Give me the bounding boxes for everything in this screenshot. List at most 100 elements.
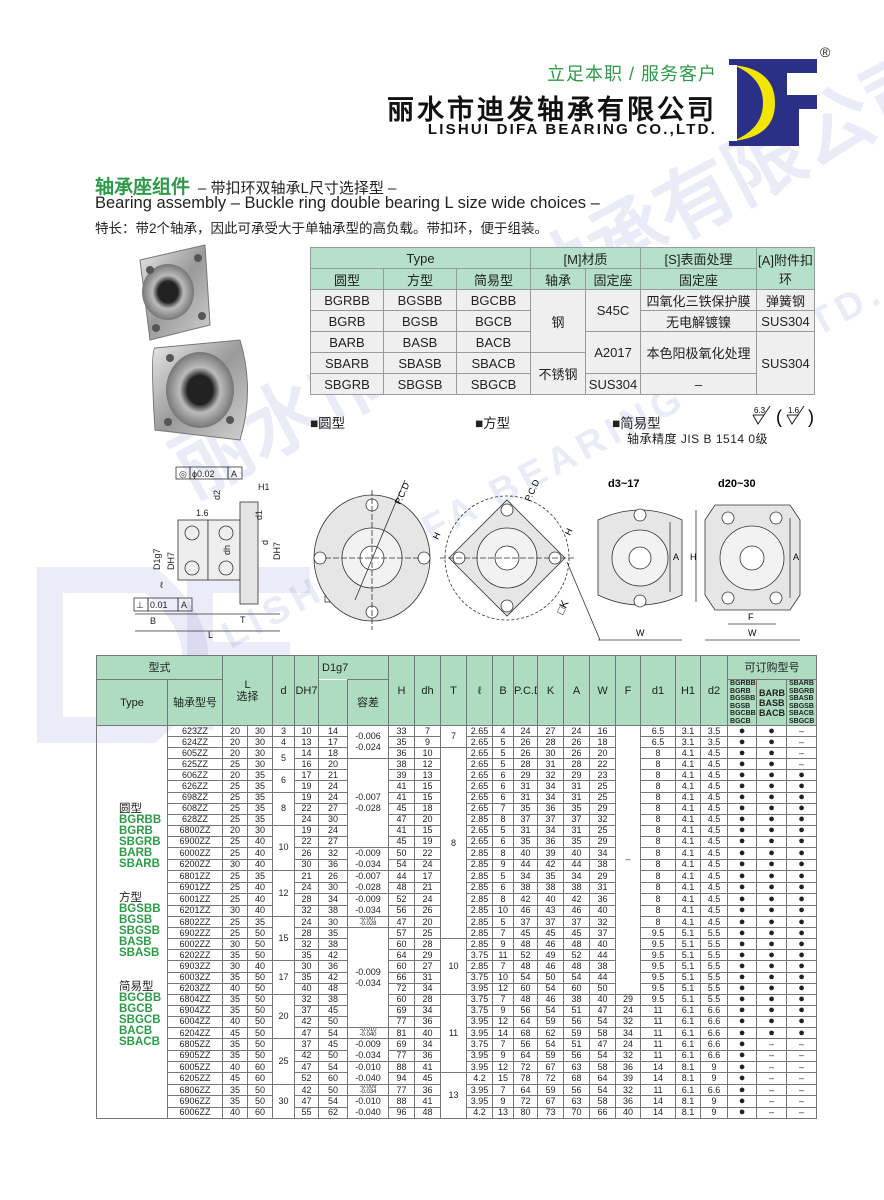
svg-text:⊥: ⊥ — [136, 600, 144, 610]
cell-D1g7: 24 — [318, 780, 348, 793]
cell-PCD: 48 — [513, 938, 539, 951]
cell-tolerance: -0.007 -0.028 — [346, 870, 390, 895]
cell-l: 4.2 — [466, 1072, 494, 1086]
cell-DH7: 24 — [294, 813, 319, 826]
cell-dh: 22 — [414, 847, 442, 860]
cell-B: 9 — [492, 1049, 515, 1063]
cell-H: 33 — [388, 724, 416, 738]
simple-housing-large-view — [704, 504, 801, 641]
order-model-name: SBGSB — [789, 702, 814, 710]
cell-H1: 6.1 — [675, 1015, 702, 1028]
cell-A: 24 — [563, 724, 591, 738]
available-dot-icon: ● — [727, 802, 758, 815]
cell-DH7: 13 — [294, 736, 319, 749]
cell-A: 70 — [563, 1106, 591, 1120]
cell-L1: 25 — [222, 780, 248, 793]
order-model-name: SBACB — [789, 710, 814, 717]
available-dot-icon: ● — [756, 870, 788, 883]
header-order-col: BARB BASB BACB — [756, 679, 788, 726]
available-dot-icon: ● — [786, 927, 818, 940]
cell-A: 26 — [563, 736, 591, 749]
cell-L2: 50 — [247, 971, 273, 984]
cell-H1: 4.1 — [675, 858, 702, 872]
cell-l: 2.65 — [466, 736, 494, 749]
header-f: F — [615, 655, 642, 726]
table-row: 6801ZZ 25 35 12 21 26 -0.007 -0.028 44 17 2.85 5 34 3… — [97, 870, 818, 918]
cell-H: 69 — [388, 1004, 416, 1017]
cell-d1: 8 — [640, 835, 677, 849]
cell-H1: 5.1 — [675, 927, 702, 940]
cell-PCD: 56 — [513, 1038, 539, 1051]
table-row: 624ZZ 20 30 4 13 17 35 9 2.65 5 26 28 26 18 6.5 3.1 3.5 ●… — [97, 736, 818, 749]
cell-PCD: 64 — [513, 1015, 539, 1028]
cell-D1g7: 60 — [318, 1072, 348, 1086]
cell-d1: 11 — [640, 1015, 677, 1028]
cell-L2: 50 — [247, 982, 273, 995]
cell-PCD: 48 — [513, 960, 539, 973]
cell-W: 40 — [589, 938, 617, 951]
cell-d1: 8 — [640, 747, 677, 760]
header-round: 圆型 — [310, 268, 384, 290]
cell-L1: 35 — [222, 993, 248, 1006]
tolerance-upper: -0.009 — [359, 1084, 377, 1091]
cell-PCD: 60 — [513, 982, 539, 995]
header-bearing: 轴承 — [530, 268, 586, 290]
title-cn: 轴承座组件 — [95, 177, 191, 198]
available-dot-icon: ● — [786, 1015, 818, 1028]
cell-D1g7: 34 — [318, 893, 348, 906]
cell-W: 40 — [589, 993, 617, 1006]
cell-L1: 35 — [222, 1049, 248, 1063]
cell-d: 15 — [272, 916, 295, 962]
cell-H1: 8.1 — [675, 1072, 702, 1086]
cell-W: 37 — [589, 927, 617, 940]
table-row: 6002ZZ 30 50 32 38 60 28 10 2.85 9 48 46 48 40 9.5 5.1 5… — [97, 938, 818, 995]
cell-K: 54 — [537, 1038, 565, 1051]
available-dot-icon: ● — [786, 858, 818, 872]
cell-H: 52 — [388, 893, 416, 906]
cell-model: 6902ZZ — [167, 927, 223, 940]
cell-A: 37 — [563, 813, 591, 826]
cell-d1: 6.5 — [640, 724, 677, 738]
cell-d1: 8 — [640, 802, 677, 815]
cell-l: 2.85 — [466, 858, 494, 872]
cell-D1g7: 14 — [318, 724, 348, 738]
cell-d2: 5.5 — [700, 971, 729, 984]
cell-l: 3.95 — [466, 982, 494, 995]
cell-H1: 4.1 — [675, 916, 702, 929]
cell: SBASB — [383, 352, 457, 374]
type-model: SBGRB — [119, 836, 161, 849]
cell-tolerance: -0.009 -0.034 — [346, 847, 390, 872]
available-dot-icon: ● — [786, 982, 818, 995]
cell-K: 36 — [537, 835, 565, 849]
cell-PCD: 64 — [513, 1049, 539, 1063]
cell-l: 3.75 — [466, 949, 494, 962]
cell-L2: 35 — [247, 780, 273, 793]
cell-A: 38 — [563, 881, 591, 895]
type-model: SBASB — [119, 947, 160, 960]
cell-dh: 28 — [414, 938, 442, 951]
cell-B: 8 — [492, 893, 515, 906]
available-dot-icon: ● — [727, 1004, 758, 1017]
cell-tolerance: -0.009 -0.034 — [346, 1084, 390, 1097]
cell-DH7: 47 — [294, 1061, 319, 1074]
cell-H: 41 — [388, 824, 416, 837]
cell-L2: 50 — [247, 927, 273, 940]
header-k: K — [537, 655, 565, 726]
cell-K: 46 — [537, 993, 565, 1006]
cell-A: 35 — [563, 802, 591, 815]
cell: SBGRB — [310, 373, 384, 395]
cell-A: 63 — [563, 1061, 591, 1074]
available-dot-icon: ● — [786, 916, 818, 929]
cell-d2: 3.5 — [700, 724, 729, 738]
tolerance-upper: -0.009 — [355, 966, 381, 977]
cell-W: 29 — [589, 870, 617, 883]
cell-K: 54 — [537, 982, 565, 995]
cell-l: 2.85 — [466, 881, 494, 895]
cell-model: 6201ZZ — [167, 904, 223, 918]
order-model-name: SBGCB — [789, 717, 815, 725]
tolerance-upper: -0.006 — [355, 731, 381, 742]
cell-d2: 4.5 — [700, 835, 729, 849]
header-d2: d2 — [700, 655, 729, 726]
cell-d1: 8 — [640, 916, 677, 929]
cell-K: 36 — [537, 802, 565, 815]
